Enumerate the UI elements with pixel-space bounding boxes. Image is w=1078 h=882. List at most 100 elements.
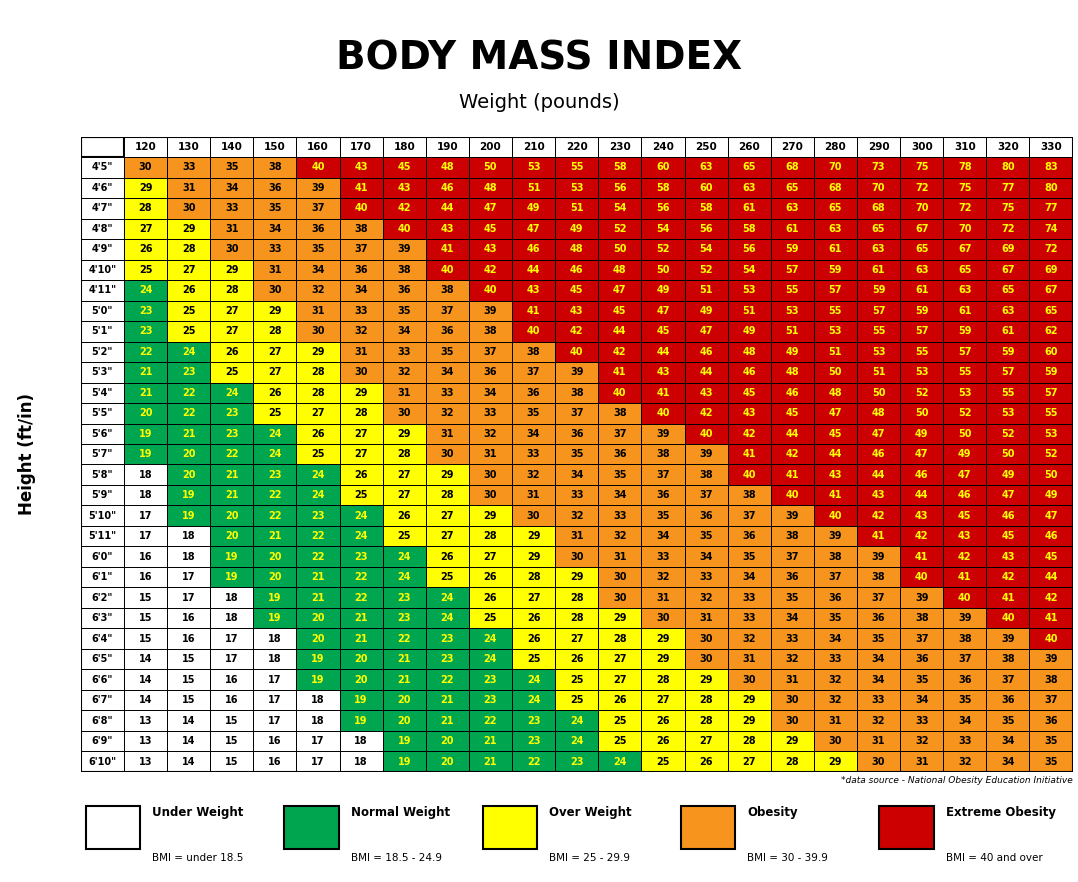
Text: 29: 29 — [484, 511, 497, 520]
Text: 56: 56 — [743, 244, 756, 254]
Text: 5'6": 5'6" — [92, 429, 113, 438]
Bar — [986, 649, 1029, 669]
Bar — [814, 690, 857, 710]
Bar — [685, 157, 728, 177]
Text: 270: 270 — [782, 142, 803, 152]
Text: 23: 23 — [355, 551, 368, 562]
Bar — [296, 547, 340, 567]
Bar — [555, 198, 598, 219]
Bar — [555, 526, 598, 547]
Bar — [469, 362, 512, 383]
Bar — [124, 567, 167, 587]
Bar — [598, 567, 641, 587]
Bar — [857, 444, 900, 465]
Text: 24: 24 — [398, 551, 411, 562]
Bar — [512, 731, 555, 751]
Text: 24: 24 — [312, 490, 324, 500]
Text: 28: 28 — [398, 449, 411, 460]
Text: 300: 300 — [911, 142, 932, 152]
Bar — [728, 649, 771, 669]
Bar — [167, 669, 210, 690]
Text: 33: 33 — [657, 551, 669, 562]
Bar — [340, 444, 383, 465]
Bar — [167, 259, 210, 280]
Bar — [943, 444, 986, 465]
Text: 32: 32 — [657, 572, 669, 582]
Text: 19: 19 — [312, 654, 324, 664]
Bar — [296, 362, 340, 383]
Text: 37: 37 — [613, 429, 626, 438]
Text: 63: 63 — [829, 224, 842, 234]
Text: 30: 30 — [398, 408, 411, 418]
Bar — [253, 669, 296, 690]
Bar — [943, 608, 986, 628]
Text: 67: 67 — [958, 244, 971, 254]
Bar — [641, 259, 685, 280]
Text: 150: 150 — [264, 142, 286, 152]
Text: 59: 59 — [872, 286, 885, 295]
Bar — [771, 751, 814, 772]
Bar — [124, 587, 167, 608]
Text: 6'8": 6'8" — [92, 715, 113, 726]
Text: 61: 61 — [829, 244, 842, 254]
Bar — [555, 731, 598, 751]
Text: 39: 39 — [570, 367, 583, 377]
Bar — [685, 280, 728, 301]
Text: 39: 39 — [829, 531, 842, 542]
Text: 65: 65 — [786, 183, 799, 193]
Text: 41: 41 — [441, 244, 454, 254]
Bar — [1029, 444, 1073, 465]
Text: 43: 43 — [657, 367, 669, 377]
Text: 35: 35 — [570, 449, 583, 460]
Text: 16: 16 — [139, 551, 152, 562]
Text: 45: 45 — [613, 306, 626, 316]
Text: 35: 35 — [441, 347, 454, 357]
Text: 27: 27 — [570, 633, 583, 644]
Text: 24: 24 — [441, 593, 454, 602]
Bar — [253, 567, 296, 587]
Bar — [210, 219, 253, 239]
Text: 44: 44 — [872, 470, 885, 480]
Bar — [685, 301, 728, 321]
Text: 20: 20 — [268, 551, 281, 562]
Text: 29: 29 — [657, 633, 669, 644]
Bar — [641, 465, 685, 485]
Text: 34: 34 — [1001, 736, 1014, 746]
Text: 27: 27 — [225, 306, 238, 316]
Bar — [469, 301, 512, 321]
Text: 25: 25 — [527, 654, 540, 664]
Text: 41: 41 — [829, 490, 842, 500]
Bar — [555, 669, 598, 690]
Text: 4'10": 4'10" — [88, 265, 116, 275]
Bar — [986, 547, 1029, 567]
Text: 40: 40 — [484, 286, 497, 295]
Bar — [512, 239, 555, 259]
Bar — [900, 321, 943, 341]
Bar — [340, 669, 383, 690]
Bar — [210, 383, 253, 403]
Text: Weight (pounds): Weight (pounds) — [458, 93, 620, 112]
Text: 33: 33 — [225, 204, 238, 213]
Bar — [728, 383, 771, 403]
Text: 30: 30 — [268, 286, 281, 295]
Text: 42: 42 — [1045, 593, 1058, 602]
Text: 75: 75 — [1001, 204, 1014, 213]
Text: 35: 35 — [312, 244, 324, 254]
Text: 35: 35 — [657, 511, 669, 520]
Bar — [1029, 157, 1073, 177]
Text: 37: 37 — [958, 654, 971, 664]
Text: 61: 61 — [958, 306, 971, 316]
Text: 40: 40 — [312, 162, 324, 173]
Text: 19: 19 — [139, 449, 152, 460]
Bar — [771, 690, 814, 710]
Bar — [685, 423, 728, 444]
Text: 32: 32 — [786, 654, 799, 664]
Text: 39: 39 — [398, 244, 411, 254]
Text: 23: 23 — [312, 511, 324, 520]
Text: 38: 38 — [743, 490, 756, 500]
Bar — [296, 177, 340, 198]
Text: 58: 58 — [700, 204, 713, 213]
Bar — [426, 321, 469, 341]
Text: 21: 21 — [355, 613, 368, 623]
Text: 58: 58 — [613, 162, 626, 173]
